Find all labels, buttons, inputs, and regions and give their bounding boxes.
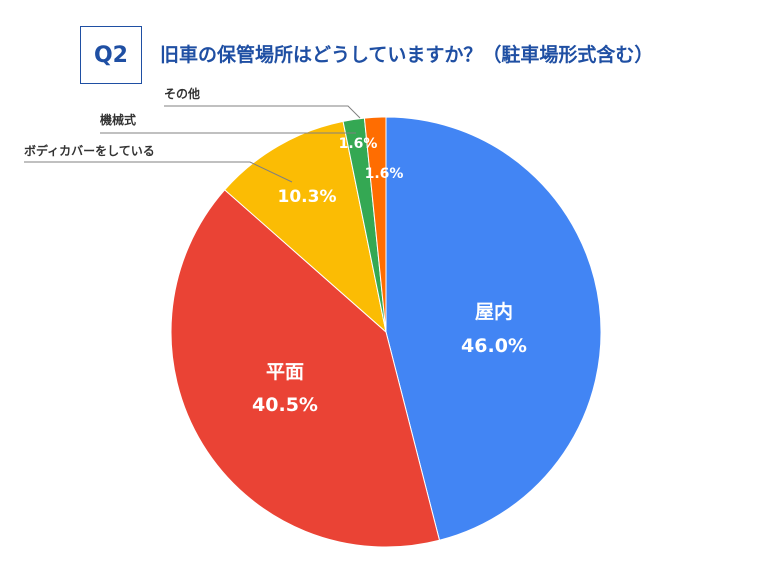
pie-slice-2	[170, 189, 441, 548]
pie-slice-5	[363, 116, 387, 333]
slice-value-1: 46.0%	[461, 335, 527, 357]
slice-value-5: 1.6%	[365, 166, 404, 182]
callout-label-3: ボディカバーをしている	[24, 143, 155, 158]
pie-slice-3	[224, 120, 387, 334]
question-title: 旧車の保管場所はどうしていますか？（駐車場形式含む）	[160, 44, 654, 66]
slice-value-3: 10.3%	[278, 187, 337, 207]
slice-label-1: 屋内	[475, 300, 513, 323]
callout-label-4: 機械式	[100, 112, 136, 127]
pie-slice-1	[385, 116, 602, 541]
leader-line-5	[164, 105, 361, 119]
slice-value-2: 40.5%	[252, 394, 318, 416]
question-number: Q2	[93, 42, 128, 68]
callout-label-5: その他	[164, 86, 200, 101]
leader-line-3	[24, 161, 293, 183]
slice-value-4: 1.6%	[339, 136, 378, 152]
slice-label-2: 平面	[266, 361, 304, 383]
question-number-box: Q2	[80, 26, 142, 84]
